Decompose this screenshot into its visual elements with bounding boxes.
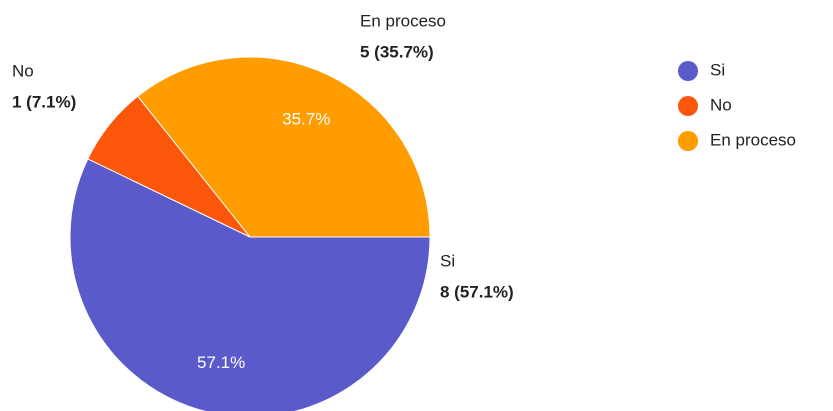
pie-slice <box>69 158 431 411</box>
legend-label: En proceso <box>710 130 796 149</box>
legend-swatch <box>678 131 698 151</box>
legend-label: Si <box>710 60 725 79</box>
legend-swatch <box>678 96 698 116</box>
callout-name: En proceso <box>360 11 446 30</box>
callout-value: 1 (7.1%) <box>12 92 76 111</box>
slice-percent-label: 35.7% <box>282 110 330 129</box>
callout-name: Si <box>440 251 455 270</box>
pie-slice <box>137 56 431 238</box>
callout-value: 8 (57.1%) <box>440 282 514 301</box>
callout-value: 5 (35.7%) <box>360 42 434 61</box>
legend-swatch <box>678 61 698 81</box>
callout-name: No <box>12 61 34 80</box>
slice-percent-label: 57.1% <box>197 353 245 372</box>
legend-label: No <box>710 95 732 114</box>
